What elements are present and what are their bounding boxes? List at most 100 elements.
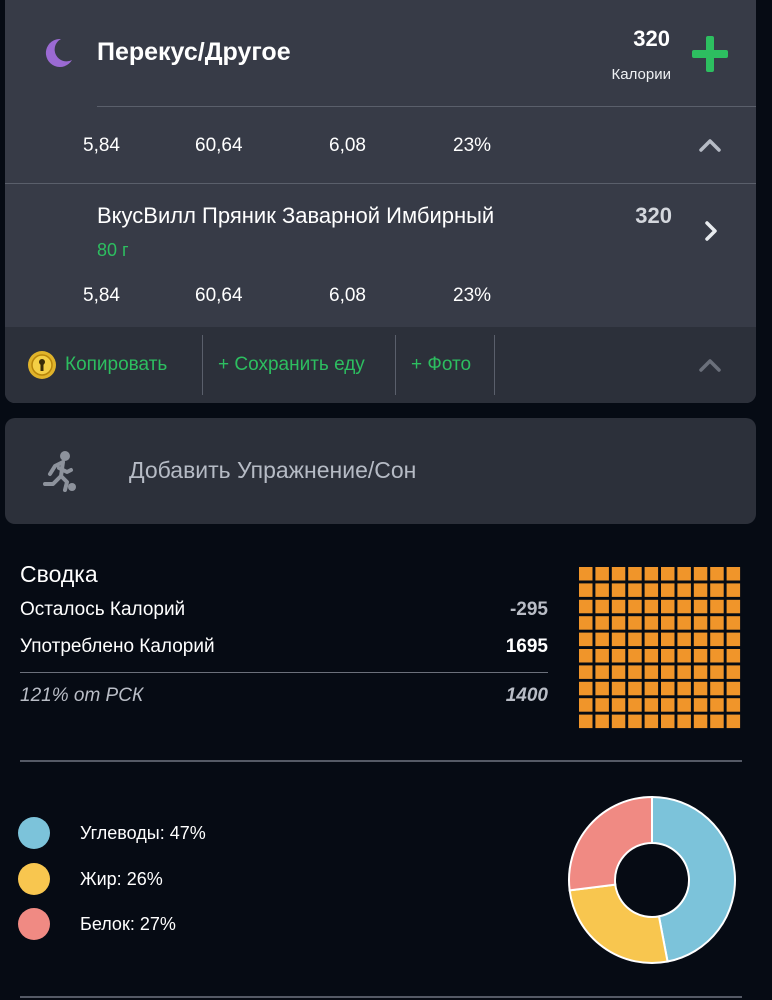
grid-cell	[726, 599, 741, 614]
fat-legend-label: Жир: 26%	[80, 869, 163, 889]
add-exercise-label[interactable]: Добавить Упражнение/Сон	[129, 457, 417, 483]
grid-cell	[644, 665, 659, 679]
add-food-button[interactable]	[690, 34, 730, 74]
grid-cell	[611, 632, 626, 647]
action-collapse-chevron-icon[interactable]	[697, 352, 723, 378]
rsk-percent-label: 121% от РСК	[20, 685, 144, 706]
meal-macro-protein: 5,84	[83, 135, 120, 156]
add-exercise-card[interactable]: Добавить Упражнение/Сон	[5, 418, 756, 524]
fat-slice	[568, 883, 669, 964]
grid-cell	[677, 681, 691, 696]
grid-cell	[644, 649, 659, 663]
protein-legend-label: Белок: 27%	[80, 914, 176, 934]
grid-cell	[710, 681, 724, 696]
grid-cell	[579, 599, 593, 614]
grid-cell	[644, 616, 659, 630]
grid-cell	[661, 632, 675, 647]
calorie-grid-icon	[579, 567, 741, 729]
grid-cell	[628, 583, 642, 597]
grid-cell	[693, 714, 708, 729]
consumed-calories-label: Употреблено Калорий	[20, 636, 215, 657]
grid-cell	[644, 583, 659, 597]
grid-cell	[710, 632, 724, 647]
collapse-chevron-up-icon[interactable]	[697, 132, 723, 158]
grid-cell	[595, 698, 609, 712]
grid-cell	[661, 616, 675, 630]
grid-cell	[595, 567, 609, 581]
grid-cell	[710, 698, 724, 712]
grid-cell	[677, 567, 691, 581]
grid-cell	[677, 665, 691, 679]
summary-divider	[20, 672, 548, 673]
grid-cell	[628, 681, 642, 696]
chevron-right-icon[interactable]	[697, 218, 723, 244]
food-macro-carbs: 60,64	[195, 285, 243, 306]
grid-cell	[611, 681, 626, 696]
grid-cell	[661, 599, 675, 614]
grid-cell	[611, 649, 626, 663]
grid-cell	[644, 567, 659, 581]
grid-cell	[628, 567, 642, 581]
grid-cell	[693, 649, 708, 663]
grid-cell	[628, 599, 642, 614]
add-photo-button[interactable]: + Фото	[411, 354, 472, 375]
consumed-calories-value: 1695	[505, 636, 548, 657]
food-item-name: ВкусВилл Пряник Заварной Имбирный	[97, 203, 495, 228]
grid-cell	[710, 567, 724, 581]
action-separator	[202, 335, 203, 395]
copy-button[interactable]: Копировать	[27, 327, 167, 403]
grid-cell	[628, 698, 642, 712]
grid-cell	[611, 599, 626, 614]
grid-cell	[644, 599, 659, 614]
save-food-button[interactable]: + Сохранить еду	[218, 354, 365, 375]
grid-cell	[579, 681, 593, 696]
grid-cell	[661, 583, 675, 597]
rsk-value: 1400	[505, 685, 548, 706]
running-icon	[43, 451, 76, 492]
grid-cell	[579, 698, 593, 712]
moon-icon	[45, 38, 72, 67]
grid-cell	[611, 698, 626, 712]
grid-cell	[710, 714, 724, 729]
grid-cell	[661, 714, 675, 729]
lock-coin-icon	[28, 351, 56, 379]
grid-cell	[710, 583, 724, 597]
meal-title: Перекус/Другое	[97, 38, 291, 66]
grid-cell	[628, 632, 642, 647]
grid-cell	[595, 649, 609, 663]
grid-cell	[611, 714, 626, 729]
grid-cell	[595, 599, 609, 614]
summary-section-divider	[20, 760, 742, 762]
grid-cell	[710, 649, 724, 663]
action-bar: Копировать + Сохранить еду + Фото	[5, 327, 756, 403]
grid-cell	[710, 599, 724, 614]
grid-cell	[710, 616, 724, 630]
grid-cell	[693, 583, 708, 597]
remaining-calories-label: Осталось Калорий	[20, 599, 186, 620]
grid-cell	[628, 714, 642, 729]
grid-cell	[661, 698, 675, 712]
grid-cell	[661, 681, 675, 696]
grid-cell	[628, 665, 642, 679]
grid-cell	[726, 583, 741, 597]
grid-cell	[677, 698, 691, 712]
grid-cell	[710, 665, 724, 679]
grid-cell	[644, 681, 659, 696]
grid-cell	[628, 649, 642, 663]
action-separator	[494, 335, 495, 395]
carbs-slice	[651, 795, 736, 963]
grid-cell	[726, 665, 741, 679]
grid-cell	[595, 714, 609, 729]
grid-cell	[595, 616, 609, 630]
grid-cell	[693, 698, 708, 712]
action-separator	[395, 335, 396, 395]
grid-cell	[611, 616, 626, 630]
grid-cell	[595, 632, 609, 647]
grid-cell	[726, 714, 741, 729]
meal-macro-percent: 23%	[453, 135, 492, 156]
grid-cell	[579, 567, 593, 581]
food-item-calories: 320	[635, 203, 672, 228]
grid-cell	[644, 698, 659, 712]
meal-macro-carbs: 60,64	[195, 135, 243, 156]
grid-cell	[579, 714, 593, 729]
